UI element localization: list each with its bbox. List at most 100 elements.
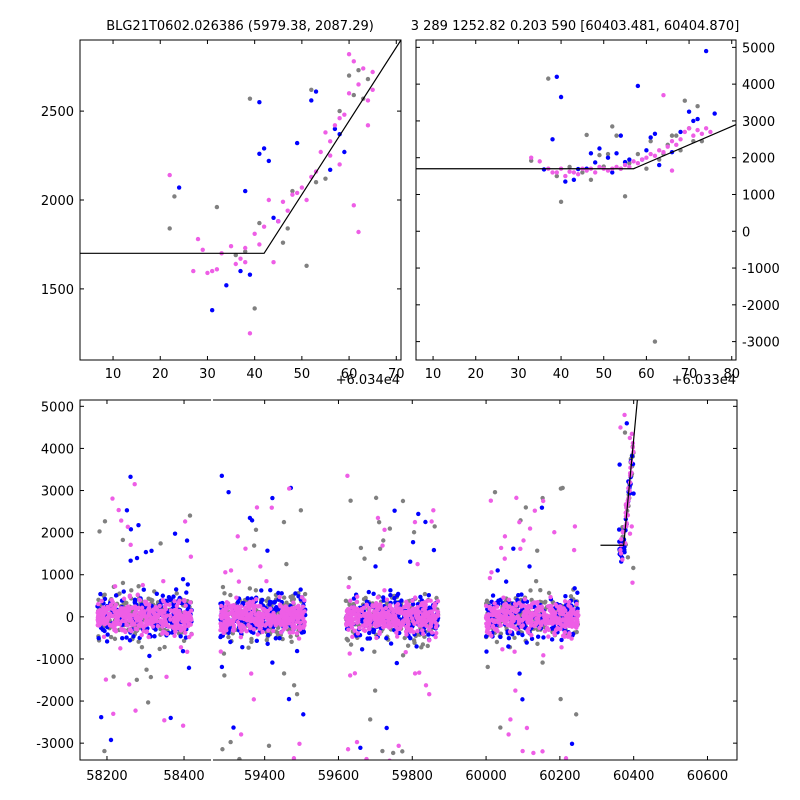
data-point	[420, 642, 426, 647]
data-point	[265, 632, 271, 638]
data-point	[433, 620, 438, 625]
data-point	[355, 631, 361, 636]
data-point	[538, 587, 543, 593]
data-point	[712, 111, 717, 116]
data-point	[225, 606, 230, 611]
data-point	[247, 96, 253, 101]
data-point	[396, 743, 401, 748]
data-point	[522, 597, 528, 602]
data-point	[164, 613, 170, 619]
data-point	[269, 600, 274, 605]
data-point	[121, 589, 126, 594]
data-point	[124, 622, 129, 627]
data-point	[381, 595, 386, 600]
data-point	[593, 170, 598, 175]
data-point	[392, 596, 397, 601]
data-point	[506, 644, 511, 649]
data-point	[597, 164, 602, 170]
data-point	[231, 725, 236, 730]
data-point	[236, 579, 242, 584]
data-point	[249, 518, 255, 523]
data-point	[178, 645, 184, 650]
data-point	[686, 126, 692, 131]
data-point	[285, 607, 290, 613]
data-point	[281, 671, 287, 676]
data-point	[490, 608, 495, 613]
data-point	[237, 756, 242, 760]
data-point	[510, 615, 516, 621]
data-point	[252, 306, 257, 311]
data-point	[149, 620, 154, 625]
data-point	[266, 596, 271, 601]
data-point	[486, 622, 491, 628]
data-point	[622, 194, 628, 199]
data-point	[272, 620, 277, 625]
data-point	[261, 146, 267, 151]
data-point	[323, 176, 328, 181]
data-point	[257, 626, 262, 631]
data-point	[351, 596, 357, 601]
x-tick-label: 60000	[465, 769, 506, 784]
data-point	[238, 256, 243, 261]
data-point	[289, 639, 294, 645]
data-point	[570, 631, 576, 637]
data-point	[146, 602, 152, 607]
data-point	[525, 628, 530, 633]
data-point	[288, 612, 294, 617]
data-point	[297, 741, 302, 746]
data-point	[155, 612, 160, 617]
y-tick-label: 1000	[742, 188, 775, 203]
data-point	[222, 591, 227, 596]
data-point	[247, 331, 253, 336]
data-point	[361, 596, 367, 602]
data-point	[431, 508, 436, 513]
data-point	[270, 628, 276, 634]
data-point	[243, 249, 248, 254]
data-point	[423, 519, 428, 525]
data-point	[541, 619, 547, 625]
data-point	[288, 634, 293, 639]
data-point	[121, 596, 127, 601]
data-point	[372, 688, 378, 693]
data-point	[400, 749, 405, 754]
data-point	[617, 462, 622, 467]
data-point	[537, 625, 542, 631]
data-point	[528, 605, 534, 610]
data-point	[112, 606, 117, 611]
data-point	[136, 584, 141, 589]
data-point	[100, 627, 106, 632]
data-point	[571, 170, 577, 175]
model-line	[416, 124, 736, 170]
data-point	[558, 606, 564, 611]
data-point	[115, 609, 120, 614]
data-point	[552, 630, 557, 636]
data-point	[631, 491, 636, 496]
data-point	[295, 610, 300, 616]
data-point	[365, 76, 371, 82]
data-point	[358, 745, 363, 751]
data-point	[124, 600, 129, 606]
data-point	[356, 617, 361, 622]
data-point	[432, 524, 437, 529]
data-point	[118, 612, 123, 617]
data-point	[150, 598, 155, 603]
data-point	[415, 604, 420, 610]
data-point	[405, 643, 411, 648]
data-point	[259, 588, 264, 593]
x-tick-label: 50	[294, 367, 311, 382]
data-point	[260, 597, 265, 603]
data-point	[287, 486, 292, 491]
data-point	[513, 688, 518, 693]
data-point	[629, 524, 634, 529]
data-point	[128, 527, 134, 532]
data-point	[223, 570, 228, 575]
data-point	[622, 162, 628, 168]
data-point	[423, 683, 429, 688]
data-point	[518, 546, 523, 552]
x-tick-label: 58200	[86, 769, 127, 784]
data-point	[344, 608, 350, 613]
data-point	[363, 623, 369, 629]
data-point	[285, 226, 290, 231]
data-point	[248, 624, 253, 630]
data-point	[536, 613, 541, 619]
